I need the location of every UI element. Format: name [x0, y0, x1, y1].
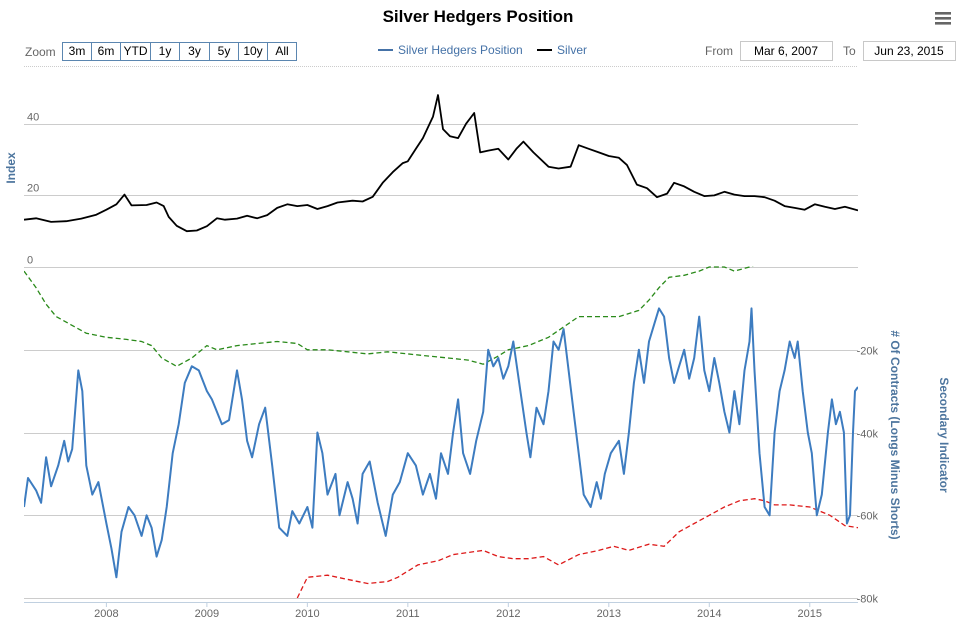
zoom-button-label: YTD [124, 44, 148, 58]
bottom-y-tick-label: -60k [857, 511, 879, 523]
top-y-axis-title: Index [4, 152, 18, 184]
x-tick-label: 2009 [195, 608, 219, 620]
bottom-y-tick-label: -80k [857, 594, 879, 606]
x-tick-label: 2013 [597, 608, 621, 620]
x-axis: 2008 2009 2010 2011 2012 2013 2014 2015 [24, 602, 858, 620]
silver-price-line [24, 94, 858, 233]
secondary-y-axis-title: Secondary Indicator [937, 377, 951, 493]
to-date-input[interactable]: Jun 23, 2015 [863, 41, 956, 61]
zoom-button-label: 3y [188, 44, 201, 58]
x-tick-label: 2014 [697, 608, 721, 620]
zoom-button-label: 1y [159, 44, 172, 58]
bottom-panel-grid: -20k -40k -60k -80k [24, 346, 878, 606]
top-panel-grid: 0 20 40 [24, 66, 858, 268]
from-date-input[interactable]: Mar 6, 2007 [740, 41, 833, 61]
legend-item-hedgers[interactable]: Silver Hedgers Position [378, 43, 523, 57]
series-layer [24, 94, 858, 598]
menu-icon[interactable] [935, 12, 951, 25]
legend-label-silver: Silver [557, 43, 587, 57]
zoom-button-label: 10y [243, 44, 262, 58]
zoom-buttons: 3m 6m YTD 1y 3y 5y 10y All [62, 42, 297, 61]
bottom-y-axis-title: # Of Contracts (Longs Minus Shorts) [888, 330, 902, 539]
hedgers-position-line [24, 307, 858, 579]
zoom-button-label: 5y [218, 44, 231, 58]
top-y-tick-label: 0 [27, 255, 33, 267]
x-tick-label: 2012 [496, 608, 520, 620]
zoom-button-6m[interactable]: 6m [91, 42, 121, 61]
legend: Silver Hedgers Position Silver [378, 43, 587, 57]
zoom-button-label: 3m [69, 44, 86, 58]
from-date-value: Mar 6, 2007 [754, 44, 818, 58]
top-y-tick-label: 20 [27, 183, 39, 195]
x-tick-label: 2011 [396, 608, 420, 620]
x-tick-label: 2015 [798, 608, 822, 620]
zoom-button-5y[interactable]: 5y [209, 42, 239, 61]
x-tick-label: 2008 [94, 608, 118, 620]
zoom-button-3m[interactable]: 3m [62, 42, 92, 61]
legend-item-silver[interactable]: Silver [537, 43, 587, 57]
from-label: From [705, 44, 733, 58]
lower-indicator-line [296, 498, 858, 598]
zoom-button-all[interactable]: All [267, 42, 297, 61]
legend-label-hedgers: Silver Hedgers Position [398, 43, 523, 57]
zoom-button-1y[interactable]: 1y [150, 42, 180, 61]
to-label: To [843, 44, 856, 58]
to-date-value: Jun 23, 2015 [874, 44, 944, 58]
zoom-label: Zoom [25, 45, 56, 59]
zoom-button-label: All [275, 44, 288, 58]
bottom-y-tick-label: -40k [857, 429, 879, 441]
zoom-button-3y[interactable]: 3y [179, 42, 210, 61]
top-y-tick-label: 40 [27, 112, 39, 124]
bottom-y-tick-label: -20k [857, 346, 879, 358]
zoom-button-ytd[interactable]: YTD [120, 42, 151, 61]
zoom-button-label: 6m [98, 44, 115, 58]
zoom-button-10y[interactable]: 10y [238, 42, 268, 61]
chart-title: Silver Hedgers Position [383, 7, 574, 26]
x-tick-label: 2010 [295, 608, 319, 620]
